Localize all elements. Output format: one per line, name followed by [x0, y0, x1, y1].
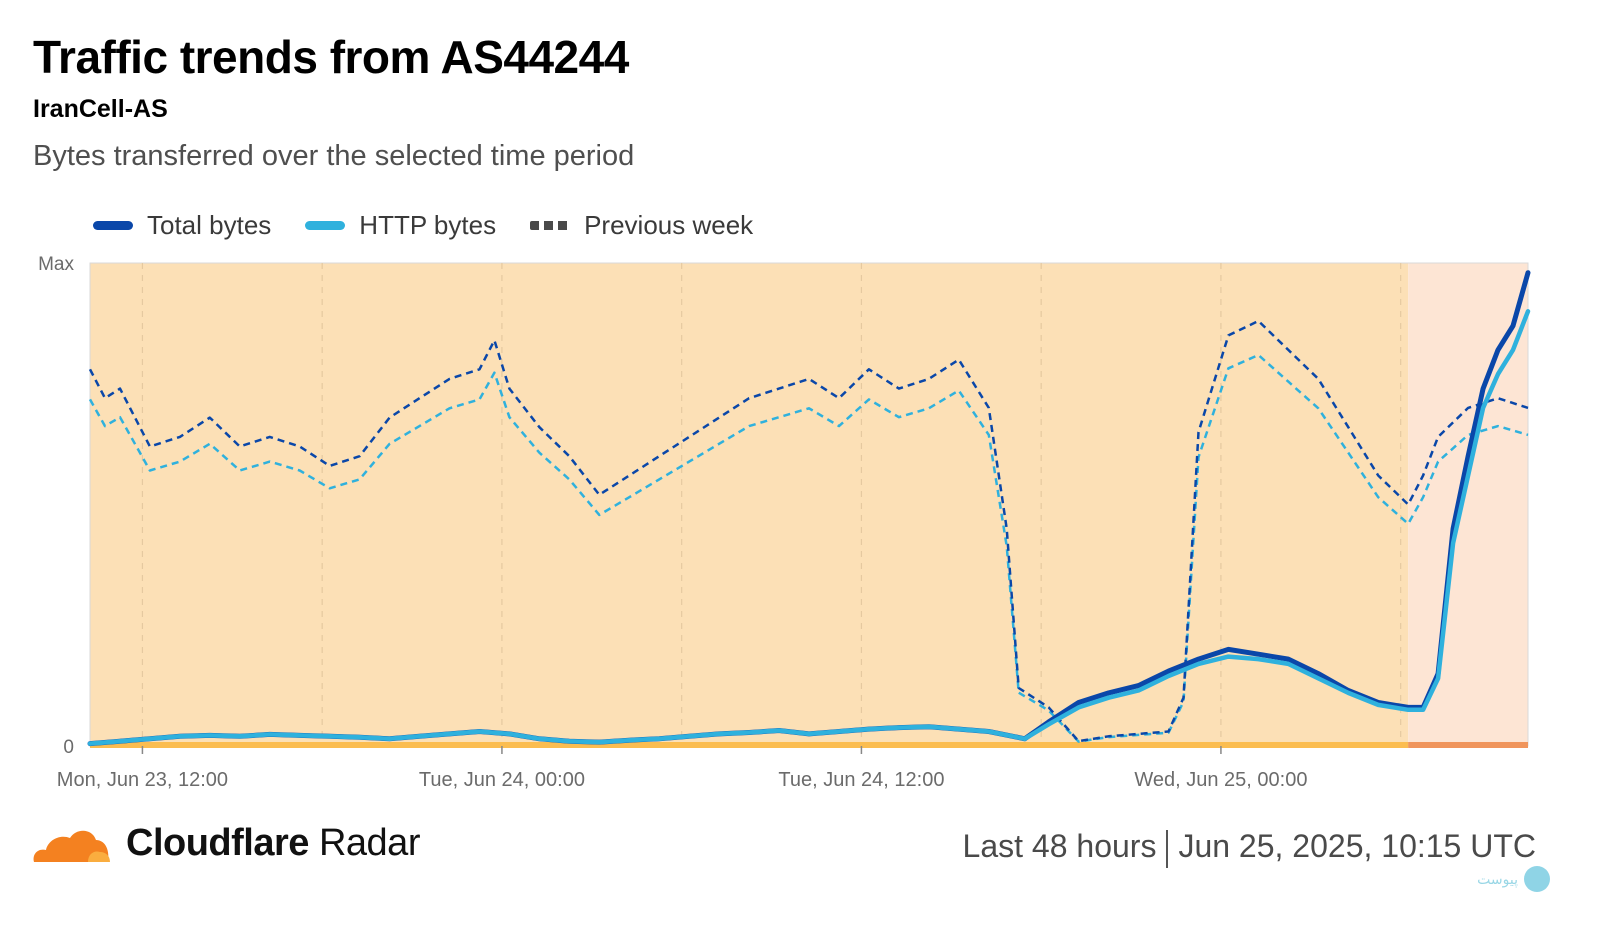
legend-item-http-bytes[interactable]: HTTP bytes [305, 210, 496, 241]
baseline-bar-1 [1408, 742, 1528, 748]
x-tick-label-0: Mon, Jun 23, 12:00 [57, 769, 228, 791]
footer-separator [1166, 829, 1169, 868]
y-tick-label-max: Max [38, 254, 74, 275]
series-line-previous-week-http [88, 353, 1529, 743]
brand-name: Cloudflare Radar [126, 822, 420, 865]
cloudflare-radar-logo[interactable]: Cloudflare Radar [30, 822, 420, 865]
legend-swatch-previous-week [530, 220, 571, 230]
chart-legend: Total bytes HTTP bytes Previous week [93, 207, 753, 243]
x-tick-label-1: Tue, Jun 24, 00:00 [419, 769, 585, 791]
chart-description: Bytes transferred over the selected time… [33, 140, 635, 172]
brand-name-light: Radar [318, 822, 421, 864]
legend-swatch-http-bytes [305, 220, 346, 230]
series-line-previous-week [88, 319, 1529, 743]
shaded-region-1 [1408, 263, 1528, 746]
chart-subtitle: IranCell-AS [33, 95, 168, 123]
legend-label-previous-week: Previous week [584, 209, 754, 240]
chart-title: Traffic trends from AS44244 [33, 31, 629, 83]
legend-label-http-bytes: HTTP bytes [359, 209, 497, 240]
series-line-http-bytes [87, 309, 1531, 746]
legend-swatch-total-bytes [93, 220, 133, 230]
traffic-chart: Max 0 Mon, Jun 23, 12:00 Tue, Jun 24, 00:00… [38, 254, 1531, 791]
x-tick-label-2: Tue, Jun 24, 12:00 [778, 769, 944, 791]
y-tick-label-zero: 0 [63, 737, 74, 758]
brand-name-bold: Cloudflare [126, 822, 309, 864]
legend-label-total-bytes: Total bytes [147, 209, 272, 240]
watermark: پیوست [1477, 866, 1550, 892]
timestamp-label: Jun 25, 2025, 10:15 UTC [1178, 828, 1536, 864]
x-tick-label-3: Wed, Jun 25, 00:00 [1134, 769, 1307, 791]
watermark-text: پیوست [1477, 870, 1518, 887]
legend-item-total-bytes[interactable]: Total bytes [93, 210, 271, 241]
time-range-info: Last 48 hours Jun 25, 2025, 10:15 UTC [963, 828, 1536, 868]
cloudflare-cloud-icon [33, 830, 110, 862]
legend-item-previous-week[interactable]: Previous week [530, 210, 753, 241]
time-range-label: Last 48 hours [962, 828, 1157, 864]
shaded-region-0 [90, 263, 1409, 746]
baseline-bar-0 [90, 742, 1409, 748]
watermark-logo-icon [1524, 866, 1550, 892]
